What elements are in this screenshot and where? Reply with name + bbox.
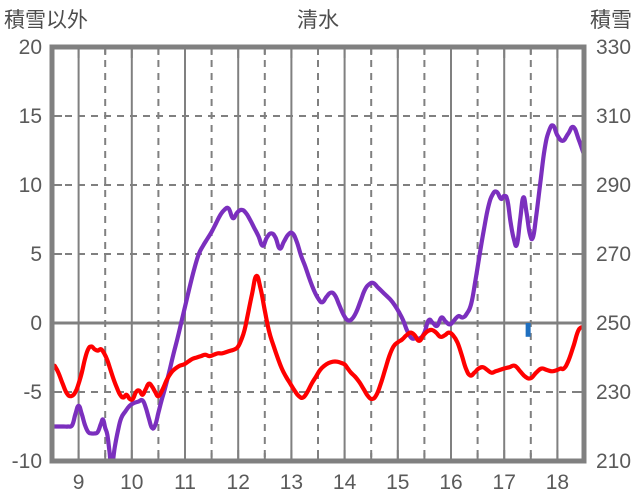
right-axis-title: 積雪 [590, 8, 632, 32]
x-tick-label: 13 [280, 471, 303, 494]
x-tick-label: 10 [120, 471, 143, 494]
grid-lines [52, 47, 584, 461]
x-tick-label: 11 [174, 471, 196, 494]
chart-title: 清水 [297, 8, 339, 32]
y-tick-label-left: -5 [23, 381, 42, 404]
plot-area [52, 123, 584, 461]
series-line-other [52, 273, 584, 402]
y-tick-label-right: 250 [596, 312, 631, 335]
y-tick-label-left: -10 [12, 450, 42, 473]
series-line-snow [52, 123, 584, 461]
y-tick-label-right: 270 [596, 243, 631, 266]
y-axis-left-ticks: -10 -5 0 5 10 15 20 [12, 36, 584, 473]
x-tick-label: 12 [227, 471, 250, 494]
y-tick-label-left: 20 [19, 36, 42, 59]
x-tick-label: 9 [73, 471, 85, 494]
y-tick-label-left: 5 [30, 243, 42, 266]
plot-frame [49, 44, 587, 464]
y-tick-label-left: 0 [30, 312, 42, 335]
blue-tick-marker [525, 323, 531, 337]
y-tick-label-right: 230 [596, 381, 631, 404]
y-tick-label-left: 15 [19, 105, 42, 128]
y-tick-label-left: 10 [19, 174, 42, 197]
x-tick-label: 18 [546, 471, 569, 494]
y-tick-label-right: 290 [596, 174, 631, 197]
x-tick-label: 14 [333, 471, 357, 494]
x-tick-label: 15 [386, 471, 409, 494]
left-axis-title: 積雪以外 [4, 8, 88, 32]
y-tick-label-right: 330 [596, 36, 631, 59]
x-tick-label: 16 [439, 471, 462, 494]
y-tick-label-right: 310 [596, 105, 631, 128]
y-tick-label-right: 210 [596, 450, 631, 473]
x-tick-label: 17 [493, 471, 516, 494]
y-axis-right-ticks: 210 230 250 270 290 310 330 [596, 36, 631, 473]
marker-group [525, 323, 531, 337]
